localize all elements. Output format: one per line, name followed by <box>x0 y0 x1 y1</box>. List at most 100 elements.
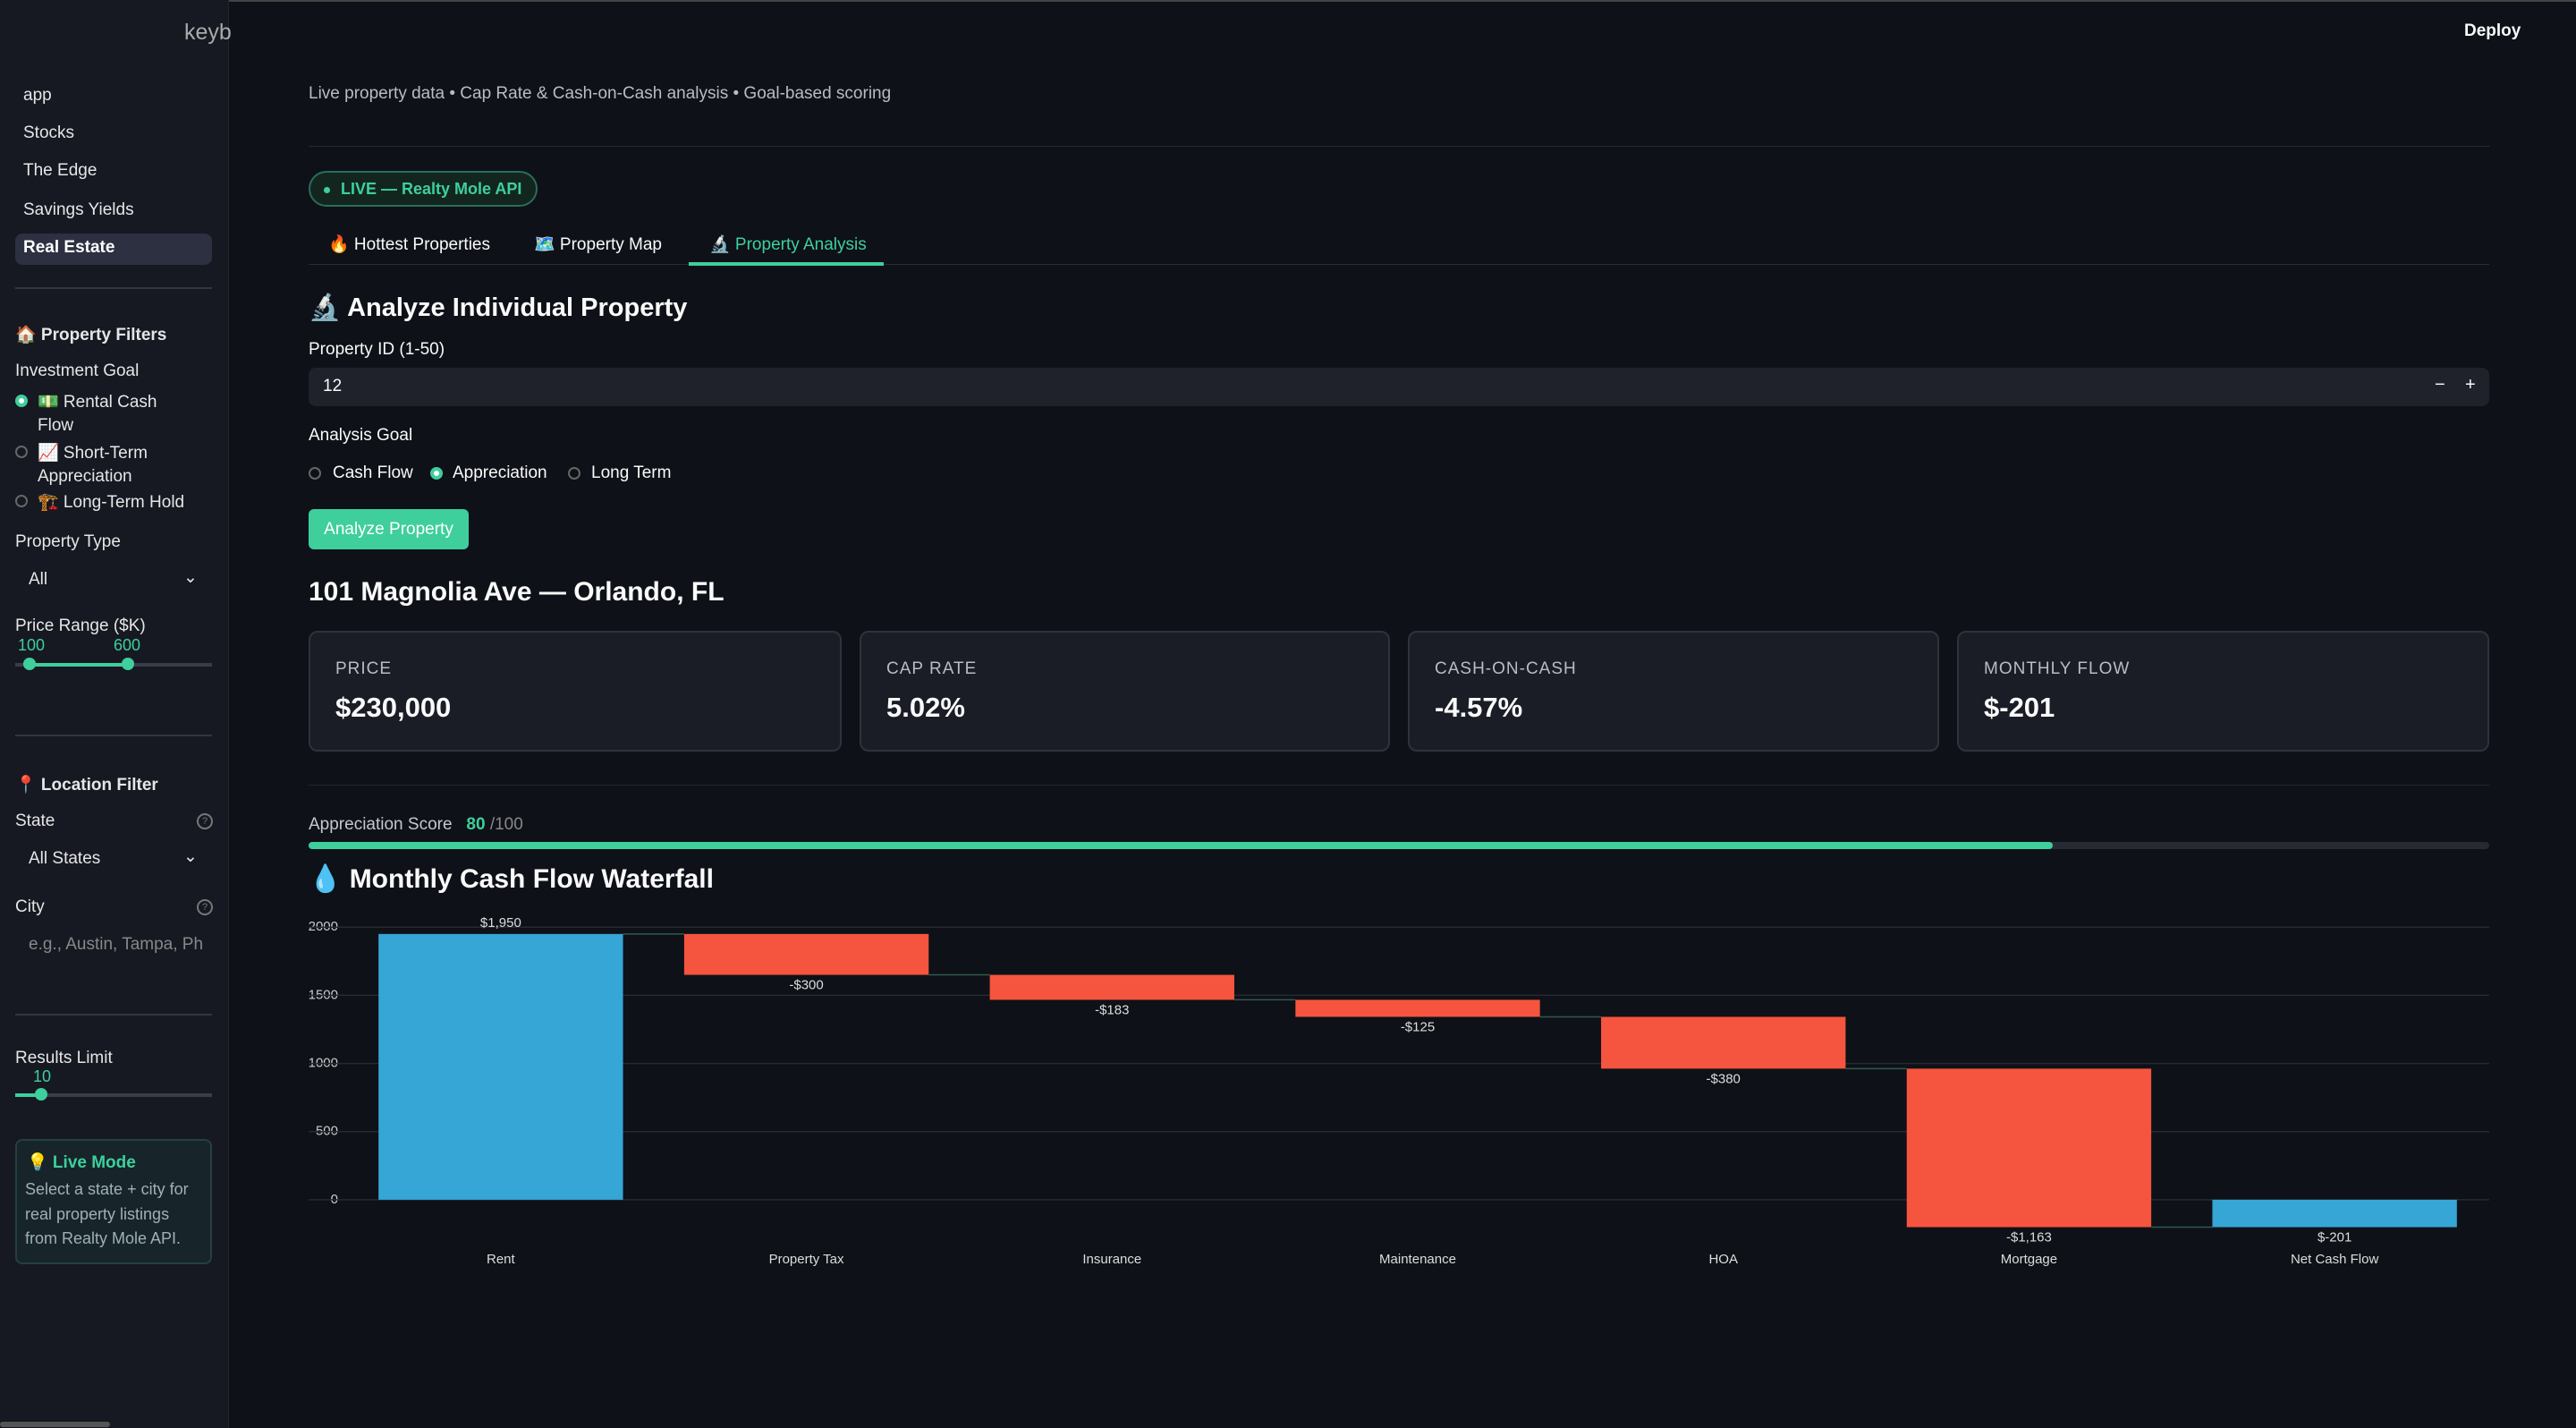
value-label: $-201 <box>2318 1230 2351 1245</box>
y-tick-label: 1500 <box>309 987 338 1002</box>
metric-label: PRICE <box>335 659 393 678</box>
deploy-button[interactable]: Deploy <box>2464 21 2521 40</box>
nav-item[interactable]: Savings Yields <box>23 200 134 219</box>
metric-value: $230,000 <box>335 692 452 723</box>
slider-range <box>30 663 128 667</box>
tab-indicator <box>689 262 884 266</box>
section-title: 📍 Location Filter <box>15 776 158 795</box>
help-icon[interactable]: ? <box>197 899 213 915</box>
slider-value: 600 <box>114 636 141 654</box>
metric-value: -4.57% <box>1435 692 1523 723</box>
divider <box>15 1014 212 1016</box>
nav-highlight <box>15 234 212 265</box>
radio-label: Cash Flow <box>333 463 413 482</box>
radio[interactable] <box>15 395 28 407</box>
bar <box>1295 999 1540 1017</box>
label: Property Type <box>15 532 121 551</box>
text-input[interactable] <box>15 927 212 963</box>
metric-label: CASH-ON-CASH <box>1435 659 1577 678</box>
slider-value: 10 <box>33 1067 52 1085</box>
label: City <box>15 897 45 916</box>
y-tick-label: 1000 <box>309 1056 338 1071</box>
radio-label: 🏗️ Long-Term Hold <box>38 493 185 512</box>
x-tick-label: Net Cash Flow <box>2291 1252 2379 1267</box>
y-tick-label: 0 <box>331 1192 338 1207</box>
bar <box>989 974 1234 1000</box>
chevron: ⌄ <box>183 847 198 866</box>
x-tick-label: Insurance <box>1082 1252 1141 1267</box>
radio-label: Appreciation <box>38 467 132 486</box>
metric-card: CASH-ON-CASH -4.57% <box>1408 631 1939 752</box>
x-tick-label: Maintenance <box>1379 1252 1456 1267</box>
metric-card: CAP RATE 5.02% <box>860 631 1390 752</box>
divider <box>309 785 2489 786</box>
x-tick-label: Rent <box>487 1252 516 1267</box>
radio-label: 💵 Rental Cash <box>38 393 157 412</box>
scrollbar[interactable] <box>0 1422 110 1427</box>
value-label: -$300 <box>789 978 823 993</box>
select[interactable] <box>15 562 212 598</box>
slider-handle[interactable] <box>122 658 134 670</box>
input-value: 12 <box>323 377 343 395</box>
bar <box>378 933 623 1200</box>
y-tick-label: 2000 <box>309 919 338 934</box>
x-tick-label: Property Tax <box>769 1252 844 1267</box>
info-text: real property listings <box>25 1205 170 1223</box>
step-button[interactable]: + <box>2465 375 2476 395</box>
value-label: -$380 <box>1707 1071 1741 1086</box>
select-value: All <box>29 570 48 589</box>
slider-handle[interactable] <box>23 658 36 670</box>
bar <box>2212 1199 2457 1228</box>
step-button[interactable]: − <box>2435 375 2445 395</box>
x-tick-label: HOA <box>1708 1252 1738 1267</box>
radio[interactable] <box>568 467 580 480</box>
label: Analysis Goal <box>309 426 413 445</box>
subtitle: Live property data • Cap Rate & Cash-on-… <box>309 84 892 103</box>
badge-dot <box>324 187 330 193</box>
label: Investment Goal <box>15 361 140 380</box>
radio[interactable] <box>430 467 443 480</box>
radio-label: Flow <box>38 416 74 435</box>
bar <box>683 933 929 975</box>
metric-card: MONTHLY FLOW $-201 <box>1957 631 2489 752</box>
slider-handle[interactable] <box>35 1088 47 1101</box>
divider <box>15 735 212 736</box>
radio[interactable] <box>15 495 28 507</box>
label: Results Limit <box>15 1049 113 1067</box>
nav-item[interactable]: The Edge <box>23 161 97 180</box>
value-label: -$1,163 <box>2006 1230 2052 1245</box>
sidebar: keyb app Stocks The Edge Savings Yields … <box>0 0 232 1428</box>
tab[interactable]: 🔥 Hottest Properties <box>328 235 491 254</box>
bar <box>1601 1016 1846 1069</box>
slider-track <box>15 1093 212 1097</box>
info-box <box>15 1139 212 1264</box>
chart-title: 💧 Monthly Cash Flow Waterfall <box>309 864 714 894</box>
info-text: from Realty Mole API. <box>25 1229 182 1247</box>
divider <box>15 287 212 289</box>
divider <box>309 146 2489 147</box>
x-tick-label: Mortgage <box>2001 1252 2057 1267</box>
analyze-button[interactable]: Analyze Property <box>309 509 469 549</box>
number-input[interactable] <box>309 368 2489 406</box>
badge-text: LIVE — Realty Mole API <box>341 180 522 198</box>
select-value: All States <box>29 849 101 868</box>
tab-border <box>309 264 2489 265</box>
nav-item[interactable]: app <box>23 86 52 105</box>
help-icon[interactable]: ? <box>197 813 213 829</box>
radio[interactable] <box>15 446 28 458</box>
section-title: 🔬 Analyze Individual Property <box>309 293 688 322</box>
metric-label: MONTHLY FLOW <box>1984 659 2131 678</box>
info-text: Select a state + city for <box>25 1180 189 1198</box>
metric-value: $-201 <box>1984 692 2055 723</box>
placeholder: e.g., Austin, Tampa, Ph <box>29 935 204 954</box>
nav-item[interactable]: Real Estate <box>23 238 115 257</box>
select[interactable] <box>15 841 212 877</box>
label: State <box>15 812 55 830</box>
score-max: /100 <box>489 815 523 834</box>
tab[interactable]: 🔬 Property Analysis <box>709 235 867 254</box>
tab[interactable]: 🗺️ Property Map <box>534 235 662 254</box>
nav-item[interactable]: Stocks <box>23 123 75 142</box>
radio[interactable] <box>309 467 321 480</box>
score-row: Appreciation Score 80 /100 <box>309 815 523 835</box>
